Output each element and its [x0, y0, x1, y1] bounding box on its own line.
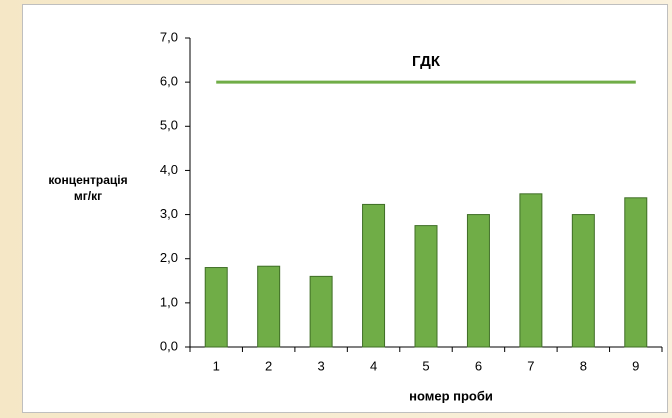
y-axis-label: мг/кг [74, 189, 102, 203]
x-tick-label: 5 [422, 358, 429, 373]
x-tick-label: 4 [370, 358, 377, 373]
bar [624, 197, 648, 348]
y-tick-label: 1,0 [160, 294, 178, 309]
x-axis-label: номер проби [409, 388, 493, 403]
y-axis-label: концентрація [48, 173, 127, 187]
x-tick-label: 9 [632, 358, 639, 373]
x-tick-label: 1 [213, 358, 220, 373]
y-tick-label: 6,0 [160, 74, 178, 89]
y-tick-label: 0,0 [160, 338, 178, 353]
bar [204, 267, 228, 348]
bar [309, 275, 333, 348]
y-tick-label: 7,0 [160, 29, 178, 44]
bar [519, 193, 543, 348]
bar [257, 265, 281, 348]
x-tick-label: 8 [580, 358, 587, 373]
reference-label: ГДК [412, 53, 441, 70]
x-tick-label: 7 [527, 358, 534, 373]
bar [466, 214, 490, 348]
x-tick-label: 3 [317, 358, 324, 373]
y-tick-label: 2,0 [160, 250, 178, 265]
y-tick-label: 5,0 [160, 118, 178, 133]
y-tick-label: 3,0 [160, 206, 178, 221]
x-tick-label: 2 [265, 358, 272, 373]
chart-panel [22, 4, 668, 413]
x-tick-label: 6 [475, 358, 482, 373]
bar [571, 214, 595, 348]
bar [414, 225, 438, 348]
y-tick-label: 4,0 [160, 162, 178, 177]
bar [362, 203, 386, 348]
